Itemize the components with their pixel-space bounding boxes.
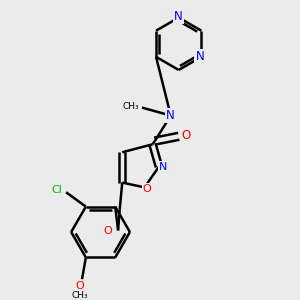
Text: CH₃: CH₃ [71,291,88,300]
Text: O: O [103,226,112,236]
Text: Cl: Cl [51,185,62,195]
Text: N: N [174,11,183,23]
Text: N: N [167,109,175,122]
Text: O: O [75,281,84,291]
Text: O: O [181,129,190,142]
Text: N: N [159,162,167,172]
Text: CH₃: CH₃ [122,102,139,111]
Text: O: O [143,184,152,194]
Text: N: N [195,50,204,63]
